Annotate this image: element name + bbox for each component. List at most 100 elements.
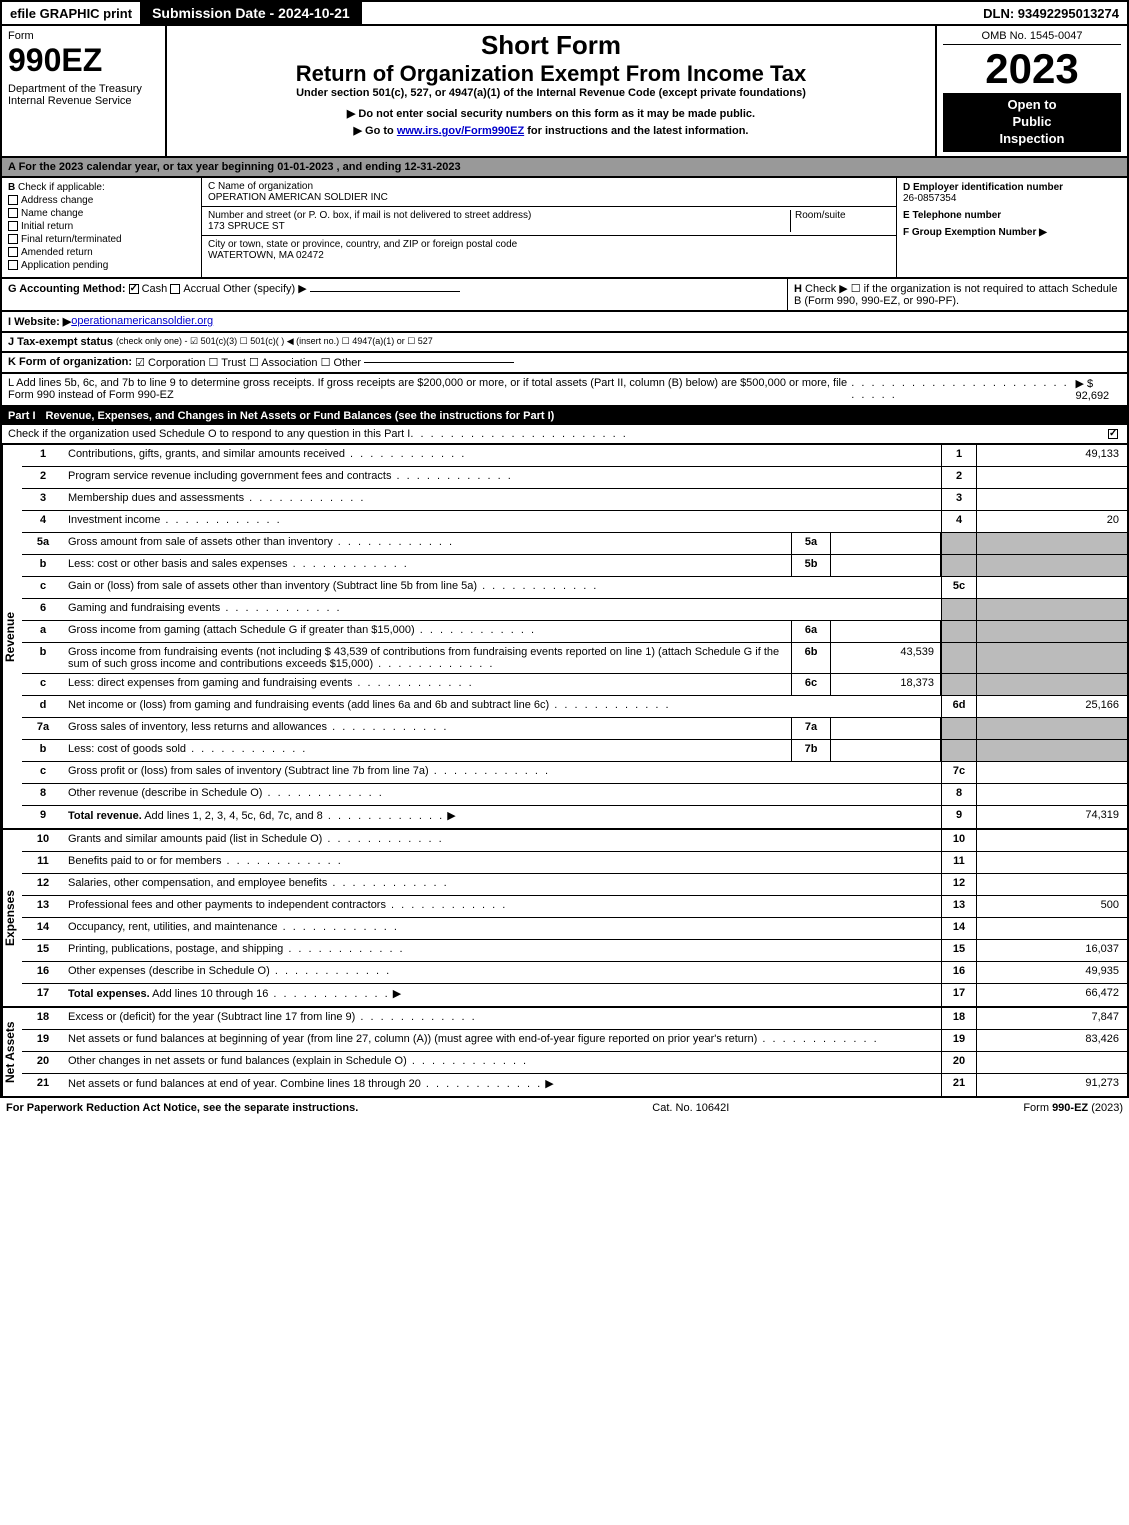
line-value xyxy=(977,467,1127,488)
checkbox-application-pending[interactable] xyxy=(8,260,18,270)
sub-column-label: 7a xyxy=(791,718,831,739)
line-number: 13 xyxy=(22,896,64,917)
line-c: cLess: direct expenses from gaming and f… xyxy=(22,674,1127,696)
line-number: 2 xyxy=(22,467,64,488)
line-description: Professional fees and other payments to … xyxy=(64,896,941,917)
line-5a: 5aGross amount from sale of assets other… xyxy=(22,533,1127,555)
line-number: 7a xyxy=(22,718,64,739)
final-return-label: Final return/terminated xyxy=(21,234,122,245)
line-description: Gain or (loss) from sale of assets other… xyxy=(64,577,941,598)
line-number: 3 xyxy=(22,489,64,510)
column-number xyxy=(941,555,977,576)
dots: . . . . . . . . . . . . xyxy=(327,877,448,889)
dots: . . . . . . . . . . . . . . . . . . . . … xyxy=(851,377,1075,401)
page-footer: For Paperwork Reduction Act Notice, see … xyxy=(0,1098,1129,1118)
line-description: Gross profit or (loss) from sales of inv… xyxy=(64,762,941,783)
line-description: Net assets or fund balances at beginning… xyxy=(64,1030,941,1051)
accrual-label: Accrual xyxy=(183,283,220,295)
checkbox-cash[interactable] xyxy=(129,284,139,294)
line-number: 11 xyxy=(22,852,64,873)
checkbox-amended-return[interactable] xyxy=(8,247,18,257)
street-value: 173 SPRUCE ST xyxy=(208,221,790,232)
line-number: 19 xyxy=(22,1030,64,1051)
line-description: Grants and similar amounts paid (list in… xyxy=(64,830,941,851)
column-number: 2 xyxy=(941,467,977,488)
website-link[interactable]: operationamericansoldier.org xyxy=(71,315,213,327)
dots: . . . . . . . . . . . . xyxy=(407,1055,528,1067)
line-c: cGain or (loss) from sale of assets othe… xyxy=(22,577,1127,599)
checkbox-schedule-o[interactable] xyxy=(1108,429,1118,439)
irs-link[interactable]: www.irs.gov/Form990EZ xyxy=(397,125,524,137)
section-gh: G Accounting Method: Cash Accrual Other … xyxy=(0,279,1129,312)
part-i-title: Revenue, Expenses, and Changes in Net As… xyxy=(46,410,555,422)
line-description: Net income or (loss) from gaming and fun… xyxy=(64,696,941,717)
line-7a: 7aGross sales of inventory, less returns… xyxy=(22,718,1127,740)
city-value: WATERTOWN, MA 02472 xyxy=(208,250,890,261)
line-number: 12 xyxy=(22,874,64,895)
line-value xyxy=(977,830,1127,851)
line-value: 66,472 xyxy=(977,984,1127,1006)
sub-column-value: 18,373 xyxy=(831,674,941,695)
sub-column-value xyxy=(831,533,941,554)
efile-label: efile GRAPHIC print xyxy=(2,2,142,24)
dots: . . . . . . . . . . . . xyxy=(757,1033,878,1045)
line-description: Investment income . . . . . . . . . . . … xyxy=(64,511,941,532)
line-b: bLess: cost of goods sold . . . . . . . … xyxy=(22,740,1127,762)
column-number: 19 xyxy=(941,1030,977,1051)
ein-value: 26-0857354 xyxy=(903,193,1121,204)
checkbox-name-change[interactable] xyxy=(8,208,18,218)
checkbox-accrual[interactable] xyxy=(170,284,180,294)
org-name: OPERATION AMERICAN SOLDIER INC xyxy=(208,192,890,203)
line-number: 20 xyxy=(22,1052,64,1073)
line-b: bGross income from fundraising events (n… xyxy=(22,643,1127,674)
column-number xyxy=(941,718,977,739)
footer-center: Cat. No. 10642I xyxy=(652,1102,729,1114)
line-description: Other expenses (describe in Schedule O) … xyxy=(64,962,941,983)
column-number: 1 xyxy=(941,445,977,466)
section-j: J Tax-exempt status (check only one) - ☑… xyxy=(0,333,1129,353)
dots: . . . . . . . . . . . . xyxy=(345,448,466,460)
line-number: 5a xyxy=(22,533,64,554)
line-description: Gross income from gaming (attach Schedul… xyxy=(64,621,791,642)
line-description: Less: cost or other basis and sales expe… xyxy=(64,555,791,576)
column-number xyxy=(941,599,977,620)
line-value xyxy=(977,599,1127,620)
ein-label: D Employer identification number xyxy=(903,182,1063,193)
sub-column-label: 6c xyxy=(791,674,831,695)
room-suite-label: Room/suite xyxy=(790,210,890,232)
dots: . . . . . . . . . . . . xyxy=(391,470,512,482)
line-d: dNet income or (loss) from gaming and fu… xyxy=(22,696,1127,718)
checkbox-initial-return[interactable] xyxy=(8,221,18,231)
line-number: 10 xyxy=(22,830,64,851)
dots: . . . . . . . . . . . . xyxy=(549,699,670,711)
inspection-box: Open to Public Inspection xyxy=(943,93,1121,152)
section-a: A For the 2023 calendar year, or tax yea… xyxy=(0,158,1129,178)
expenses-sidebar: Expenses xyxy=(2,830,22,1006)
form-org-text: ☑ Corporation ☐ Trust ☐ Association ☐ Ot… xyxy=(135,356,361,369)
line-14: 14Occupancy, rent, utilities, and mainte… xyxy=(22,918,1127,940)
submission-date: Submission Date - 2024-10-21 xyxy=(142,2,362,24)
line-number: 15 xyxy=(22,940,64,961)
form-header: Form 990EZ Department of the Treasury In… xyxy=(0,26,1129,158)
section-k: K Form of organization: ☑ Corporation ☐ … xyxy=(0,353,1129,374)
checkbox-address-change[interactable] xyxy=(8,195,18,205)
form-number: 990EZ xyxy=(8,42,159,79)
line-description: Other revenue (describe in Schedule O) .… xyxy=(64,784,941,805)
column-number: 8 xyxy=(941,784,977,805)
accounting-label: G Accounting Method: xyxy=(8,283,126,295)
line-value xyxy=(977,621,1127,642)
section-l-text: L Add lines 5b, 6c, and 7b to line 9 to … xyxy=(8,377,851,401)
line-value: 49,935 xyxy=(977,962,1127,983)
line-description: Other changes in net assets or fund bala… xyxy=(64,1052,941,1073)
group-exemption-label: F Group Exemption Number ▶ xyxy=(903,227,1047,238)
line-value: 83,426 xyxy=(977,1030,1127,1051)
line-21: 21Net assets or fund balances at end of … xyxy=(22,1074,1127,1096)
line-value xyxy=(977,762,1127,783)
column-number xyxy=(941,533,977,554)
netassets-section: Net Assets 18Excess or (deficit) for the… xyxy=(0,1008,1129,1098)
column-number xyxy=(941,643,977,673)
checkbox-final-return[interactable] xyxy=(8,234,18,244)
line-10: 10Grants and similar amounts paid (list … xyxy=(22,830,1127,852)
section-b: B Check if applicable: Address change Na… xyxy=(2,178,202,277)
line-description: Less: direct expenses from gaming and fu… xyxy=(64,674,791,695)
